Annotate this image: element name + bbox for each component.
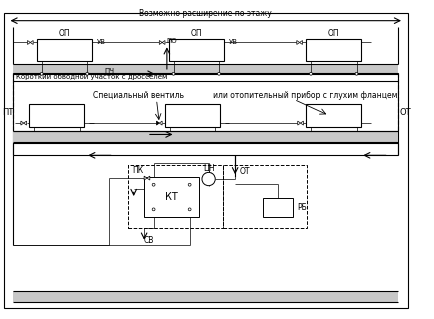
Text: ПТ: ПТ	[2, 108, 13, 117]
Text: ОТ: ОТ	[240, 167, 250, 176]
Polygon shape	[162, 41, 165, 44]
Circle shape	[217, 72, 220, 75]
Text: Специальный вентиль: Специальный вентиль	[93, 91, 184, 100]
Polygon shape	[156, 121, 159, 125]
Polygon shape	[24, 121, 26, 125]
Circle shape	[188, 183, 191, 186]
Text: КТ: КТ	[165, 192, 178, 202]
Bar	[149, 217, 194, 222]
Text: ПЧ: ПЧ	[104, 68, 114, 74]
Bar	[30, 104, 84, 127]
Text: ОП: ОП	[59, 29, 70, 39]
Bar	[13, 131, 398, 143]
Bar	[13, 64, 398, 73]
Polygon shape	[144, 176, 147, 180]
Bar	[306, 104, 361, 127]
Text: или отопительный прибор с глухим фланцем: или отопительный прибор с глухим фланцем	[214, 91, 398, 100]
Polygon shape	[147, 176, 150, 180]
Text: ПК: ПК	[132, 166, 143, 175]
Bar	[128, 165, 223, 228]
Bar	[13, 291, 398, 302]
Text: УВ: УВ	[97, 39, 106, 45]
Circle shape	[188, 208, 191, 211]
Polygon shape	[30, 41, 33, 44]
Polygon shape	[298, 121, 301, 125]
Bar	[263, 198, 293, 217]
Text: ОП: ОП	[191, 29, 202, 39]
Circle shape	[152, 208, 155, 211]
Polygon shape	[159, 41, 162, 44]
Polygon shape	[299, 41, 302, 44]
Text: ОТ: ОТ	[399, 108, 411, 117]
Circle shape	[172, 72, 175, 75]
Circle shape	[86, 72, 89, 75]
Text: ОП: ОП	[328, 29, 339, 39]
Circle shape	[355, 72, 358, 75]
Polygon shape	[301, 121, 303, 125]
Text: УВ: УВ	[229, 39, 237, 45]
Polygon shape	[297, 41, 299, 44]
Text: ЦН: ЦН	[203, 163, 214, 172]
Text: Возможно расширение по этажу: Возможно расширение по этажу	[139, 9, 272, 18]
Polygon shape	[27, 41, 30, 44]
Polygon shape	[159, 121, 162, 125]
Bar	[37, 39, 92, 62]
Text: РБ: РБ	[298, 203, 307, 212]
Text: СВ: СВ	[144, 236, 154, 245]
Circle shape	[202, 172, 215, 186]
Circle shape	[152, 183, 155, 186]
Polygon shape	[21, 121, 24, 125]
Bar	[144, 177, 199, 217]
Bar	[223, 165, 307, 228]
Circle shape	[309, 72, 312, 75]
Circle shape	[40, 72, 43, 75]
Bar	[165, 104, 220, 127]
Bar	[306, 39, 361, 62]
Text: Короткий обводной участок с дросселем: Короткий обводной участок с дросселем	[16, 73, 168, 80]
Text: ПО: ПО	[166, 38, 177, 44]
Bar	[169, 39, 224, 62]
